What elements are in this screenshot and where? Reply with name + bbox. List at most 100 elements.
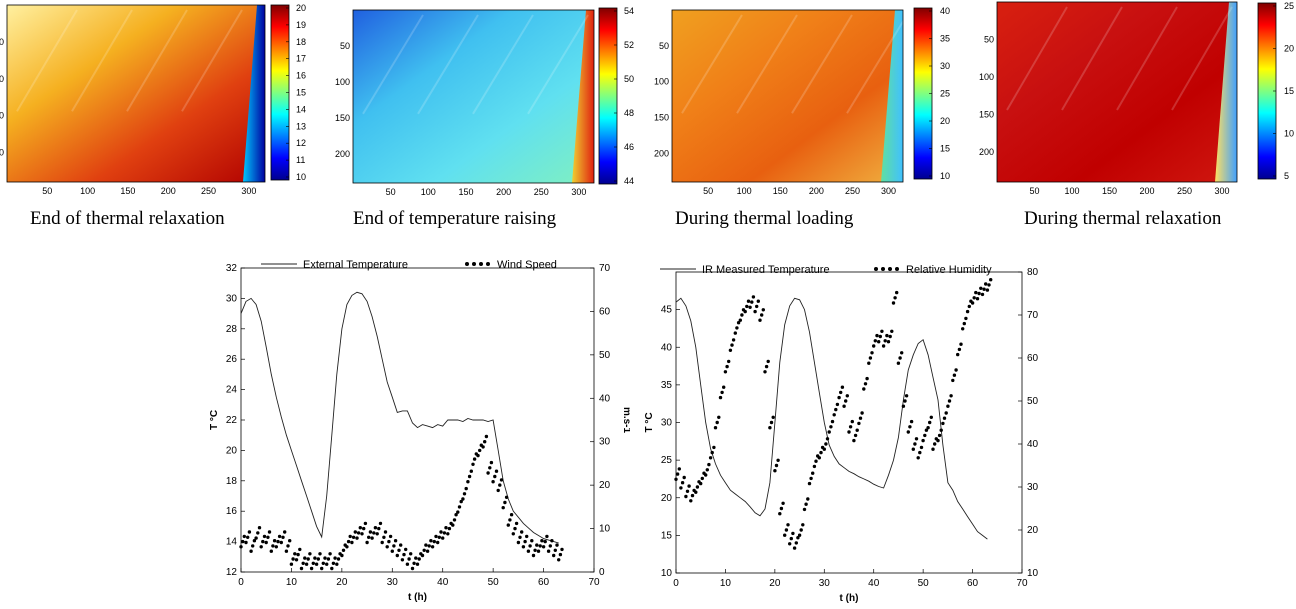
data-point (868, 356, 873, 360)
x-tick-label: 200 (1139, 186, 1154, 196)
data-point (939, 428, 943, 432)
data-point (743, 309, 747, 314)
data-point (286, 544, 290, 548)
y-tick-label: 12 (226, 567, 238, 578)
x-axis-label: t (h) (408, 592, 427, 603)
data-point (885, 333, 889, 338)
data-point (548, 544, 552, 548)
y-tick-label: 100 (335, 77, 350, 87)
data-point (301, 561, 305, 565)
data-point (811, 471, 815, 475)
data-point (469, 469, 473, 473)
thermal-image (672, 10, 903, 182)
data-point (277, 534, 282, 539)
data-point (355, 536, 359, 540)
data-point (560, 547, 564, 552)
data-point (801, 523, 805, 527)
y2-tick-label: 30 (1027, 482, 1039, 493)
legend-dot-swatch (486, 262, 490, 266)
data-point (863, 382, 868, 386)
data-point (545, 534, 549, 539)
y-tick-label: 20 (226, 445, 238, 456)
data-point (684, 494, 688, 499)
data-point (331, 561, 336, 565)
data-point (241, 539, 245, 544)
x-tick-label: 250 (1177, 186, 1192, 196)
data-point (333, 556, 337, 560)
data-point (708, 456, 713, 460)
x-tick-label: 300 (241, 186, 256, 196)
colorbar-tick-label: 15 (940, 144, 950, 154)
data-point (722, 385, 726, 389)
data-point (913, 442, 917, 446)
x-tick-label: 10 (286, 577, 298, 588)
data-point (804, 502, 808, 506)
x-tick-label: 50 (42, 186, 52, 196)
data-point (694, 490, 698, 494)
legend-dot-swatch (881, 267, 885, 271)
legend-dot-swatch (888, 267, 892, 271)
x-tick-label: 250 (201, 186, 216, 196)
data-point (409, 552, 413, 556)
thermal-streak (527, 14, 589, 115)
data-point (392, 544, 396, 548)
x-tick-label: 50 (1029, 186, 1039, 196)
heatmap-figure: 50 100 150 200 250 300 50 100 150 200 20 19 18 17 16 15… (0, 3, 306, 196)
data-point (518, 535, 522, 539)
data-point (540, 539, 544, 543)
data-point (834, 407, 838, 412)
series-points (239, 434, 564, 571)
y-tick-label: 200 (979, 147, 994, 157)
data-point (451, 523, 455, 527)
data-point (378, 521, 383, 526)
data-point (553, 548, 557, 552)
data-point (906, 430, 910, 434)
data-point (695, 485, 700, 489)
x-tick-label: 250 (534, 187, 549, 197)
data-point (309, 566, 314, 571)
data-point (771, 415, 775, 419)
data-point (447, 526, 452, 531)
y-tick-label: 30 (226, 293, 238, 304)
data-point (718, 395, 723, 400)
data-point (264, 540, 268, 545)
x-tick-label: 40 (437, 577, 449, 588)
thermal-streak (791, 14, 853, 114)
data-point (484, 434, 489, 439)
colorbar-tick-label: 25 (1284, 1, 1294, 11)
data-point (761, 308, 765, 312)
y-tick-label: 100 (0, 74, 4, 84)
data-point (712, 445, 716, 450)
y2-tick-label: 0 (599, 567, 605, 578)
y2-tick-label: 70 (599, 263, 611, 274)
data-point (916, 456, 920, 460)
data-point (914, 437, 919, 441)
data-point (746, 299, 751, 303)
data-point (432, 539, 436, 544)
data-point (459, 499, 463, 504)
legend-dot-swatch (874, 267, 878, 271)
data-point (283, 530, 287, 534)
data-point (959, 342, 963, 346)
data-point (937, 433, 942, 438)
data-point (328, 552, 332, 556)
data-point (266, 535, 270, 539)
data-point (898, 356, 902, 360)
y-tick-label: 22 (226, 415, 238, 426)
data-point (926, 426, 930, 430)
data-point (776, 458, 780, 462)
x-tick-label: 200 (496, 187, 511, 197)
data-point (506, 523, 510, 527)
data-point (478, 448, 482, 453)
data-point (956, 352, 960, 357)
heatmap-panel-1: 50 100 150 200 250 300 50 100 150 200 20 19 18 17 16 15… (0, 0, 306, 205)
data-point (483, 440, 487, 444)
line-chart-ir-humidity: 0 10 20 30 40 50 60 70 10 15 20 25 30 35 40 45 10 20 30 40 5… (640, 252, 1060, 604)
colorbar-tick-label: 54 (624, 6, 634, 16)
data-point (373, 526, 378, 530)
data-point (778, 512, 782, 516)
data-point (516, 540, 521, 545)
data-point (763, 370, 767, 374)
y-tick-label: 50 (659, 41, 669, 51)
data-point (875, 333, 879, 338)
